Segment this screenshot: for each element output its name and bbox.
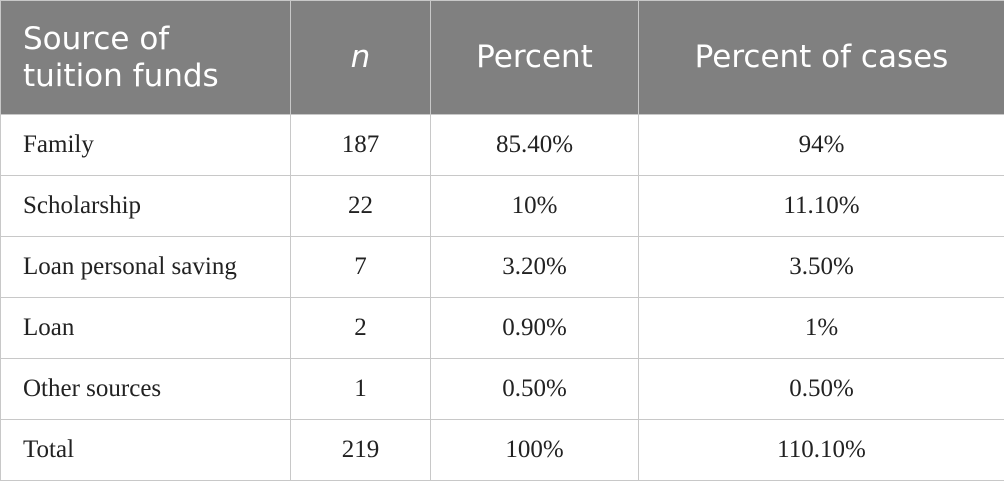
table-row: Other sources 1 0.50% 0.50% (0, 358, 1004, 420)
table-cell: 187 (290, 114, 431, 176)
table-cell: 85.40% (430, 114, 639, 176)
table-row: Loan personal saving 7 3.20% 3.50% (0, 236, 1004, 298)
table-row: Scholarship 22 10% 11.10% (0, 175, 1004, 237)
table-body: Family 187 85.40% 94% Scholarship 22 10% 11.10%… (0, 114, 1004, 481)
table-cell: 10% (430, 175, 639, 237)
table-cell: 110.10% (638, 419, 1004, 481)
table-cell: Other sources (0, 358, 291, 420)
table-cell: Total (0, 419, 291, 481)
data-table: Source of tuition funds n Percent Percen… (0, 0, 1004, 481)
header-cell: Source of tuition funds (0, 0, 291, 115)
table-cell: 100% (430, 419, 639, 481)
header-row: Source of tuition funds n Percent Percen… (0, 0, 1004, 115)
table-cell: 1 (290, 358, 431, 420)
table-cell: Loan (0, 297, 291, 359)
table-cell: 22 (290, 175, 431, 237)
table-row: Family 187 85.40% 94% (0, 114, 1004, 176)
table-cell: Scholarship (0, 175, 291, 237)
table-cell: 94% (638, 114, 1004, 176)
table-cell: 7 (290, 236, 431, 298)
table-cell: 1% (638, 297, 1004, 359)
table-cell: 11.10% (638, 175, 1004, 237)
table-cell: 0.90% (430, 297, 639, 359)
table-cell: 3.20% (430, 236, 639, 298)
table-cell: Loan personal saving (0, 236, 291, 298)
table-cell: 2 (290, 297, 431, 359)
table-cell: Family (0, 114, 291, 176)
table-cell: 0.50% (430, 358, 639, 420)
table-header: Source of tuition funds n Percent Percen… (0, 0, 1004, 115)
header-cell: Percent (430, 0, 639, 115)
table-cell: 219 (290, 419, 431, 481)
table-row: Loan 2 0.90% 1% (0, 297, 1004, 359)
header-cell: n (290, 0, 431, 115)
header-cell: Percent of cases (638, 0, 1004, 115)
table-cell: 3.50% (638, 236, 1004, 298)
table-row: Total 219 100% 110.10% (0, 419, 1004, 481)
table-cell: 0.50% (638, 358, 1004, 420)
